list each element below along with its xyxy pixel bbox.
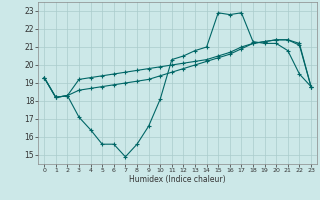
- X-axis label: Humidex (Indice chaleur): Humidex (Indice chaleur): [129, 175, 226, 184]
